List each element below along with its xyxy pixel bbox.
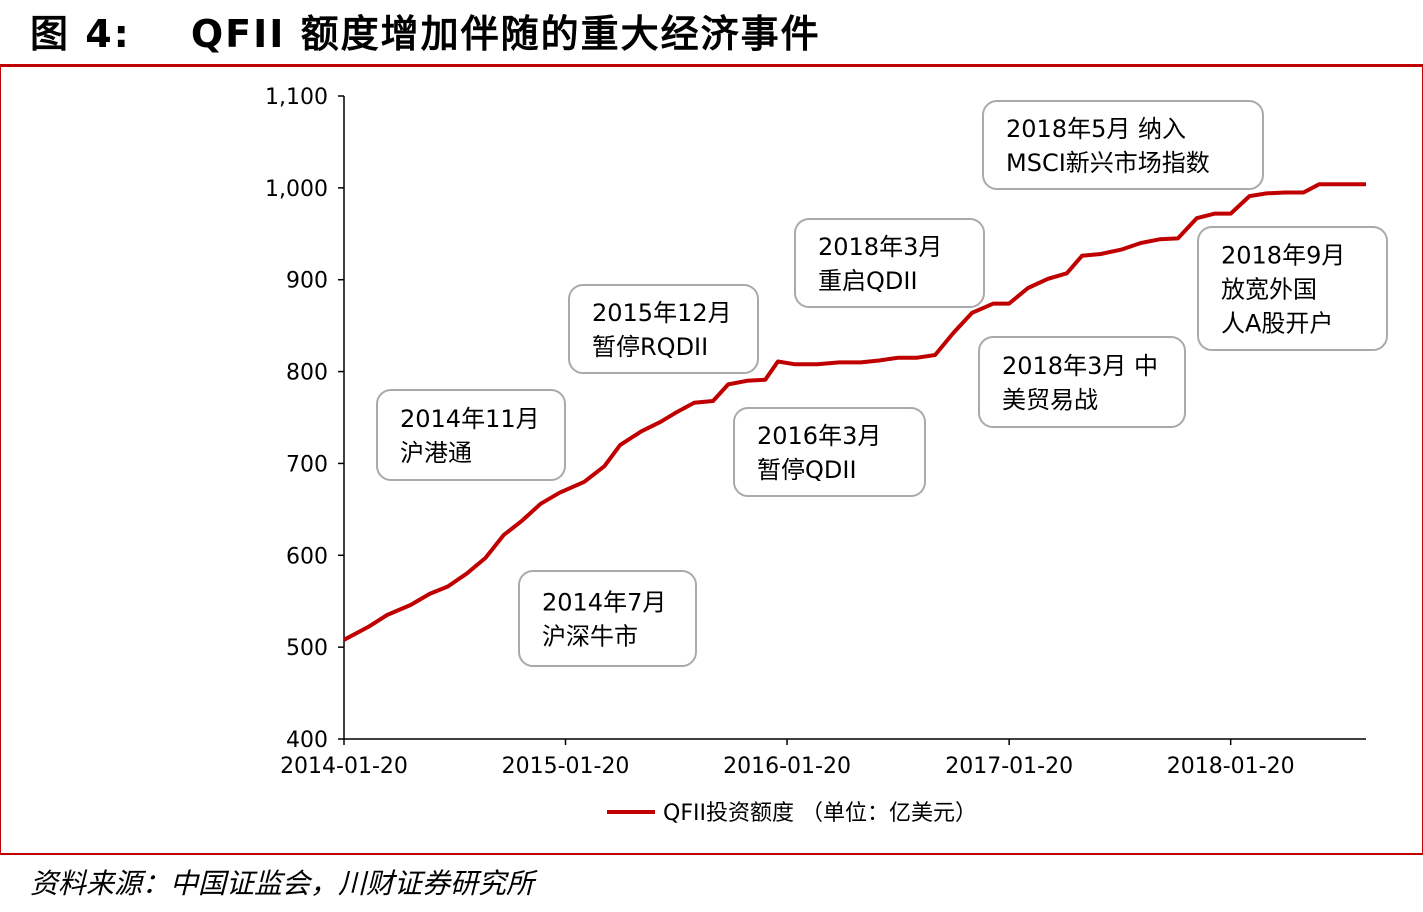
y-tick-label: 600 [286,544,328,569]
y-tick-label: 900 [286,269,328,294]
annotation-frame [982,100,1264,190]
annotation-text: 美贸易战 [1002,386,1098,414]
annotation-text: 2016年3月 [757,422,881,450]
annotation-text: 暂停QDII [757,456,857,484]
figure-title-text: QFII 额度增加伴随的重大经济事件 [190,12,821,56]
figure-number: 图 4: [30,12,131,56]
source-note: 资料来源：中国证监会，川财证券研究所 [30,867,535,900]
x-tick-label: 2015-01-20 [502,754,630,779]
y-tick-label: 400 [286,728,328,753]
x-tick-label: 2017-01-20 [945,754,1073,779]
annotation-text: 人A股开户 [1221,310,1333,338]
annotation-frame [1197,226,1388,351]
annotation-text: MSCI新兴市场指数 [1006,149,1210,177]
x-tick-label: 2014-01-20 [280,754,408,779]
annotation-text: 2014年7月 [542,589,666,617]
annotation-text: 放宽外国 [1221,276,1317,304]
annotation-frame [568,284,759,374]
x-tick-label: 2016-01-20 [723,754,851,779]
series-layer [343,182,1366,642]
annotation-frame [794,218,985,308]
y-tick-label: 700 [286,452,328,477]
annotations-layer: 2014年7月沪深牛市2014年11月沪港通2015年12月暂停RQDII201… [376,100,1388,667]
title-divider [0,64,1423,67]
annotation-frame [376,389,566,481]
series-line-0 [343,182,1366,642]
y-tick-label: 1,100 [265,85,328,110]
annotation-text: 暂停RQDII [592,333,708,361]
y-tick-label: 1,000 [265,177,328,202]
annotation-text: 2014年11月 [400,405,540,433]
annotation-frame [518,570,697,667]
annotation-text: 2018年3月 中 [1002,352,1158,380]
y-tick-label: 500 [286,636,328,661]
annotation-text: 2018年3月 [818,233,942,261]
figure-title: 图 4: QFII 额度增加伴随的重大经济事件 [30,6,821,62]
annotation-text: 2015年12月 [592,299,732,327]
annotation-text: 沪深牛市 [542,623,638,651]
legend-label: QFII投资额度 （单位：亿美元） [663,801,977,826]
y-tick-label: 800 [286,361,328,386]
source-divider [0,853,1423,855]
x-axis: 2014-01-20 2015-01-20 2016-01-20 2017-01-20… [280,738,1366,779]
legend: QFII投资额度 （单位：亿美元） [607,801,977,826]
annotation-text: 2018年5月 纳入 [1006,115,1186,143]
annotation-frame [733,407,926,497]
annotation-text: 沪港通 [400,439,472,467]
annotation-box: 2018年5月 纳入 MSCI新兴市场指数 [982,100,1264,190]
annotation-text: 重启QDII [818,267,918,295]
annotation-text: 2018年9月 [1221,242,1345,270]
y-axis: 400 500 600 700 800 900 1,000 1,100 [265,85,345,753]
annotation-frame [978,336,1186,428]
x-tick-label: 2018-01-20 [1167,754,1295,779]
